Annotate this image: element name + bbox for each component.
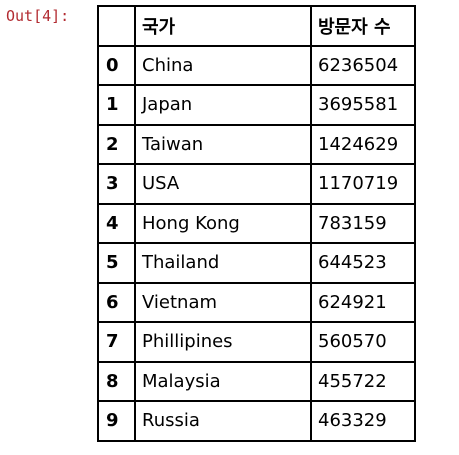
visitors-cell: 624921 xyxy=(310,281,416,323)
row-index: 6 xyxy=(97,281,136,323)
output-prompt: Out[4]: xyxy=(6,7,70,25)
column-header-country: 국가 xyxy=(134,5,312,47)
visitors-cell: 455722 xyxy=(310,360,416,402)
column-header-visitors: 방문자 수 xyxy=(310,5,416,47)
row-index: 1 xyxy=(97,84,136,126)
row-index: 4 xyxy=(97,202,136,244)
table-row: 4 Hong Kong 783159 xyxy=(97,202,416,244)
visitors-cell: 1424629 xyxy=(310,123,416,165)
row-index: 7 xyxy=(97,321,136,363)
table-row: 5 Thailand 644523 xyxy=(97,242,416,284)
country-cell: Taiwan xyxy=(134,123,312,165)
country-cell: Thailand xyxy=(134,242,312,284)
visitors-cell: 1170719 xyxy=(310,163,416,205)
country-cell: Hong Kong xyxy=(134,202,312,244)
country-cell: Vietnam xyxy=(134,281,312,323)
visitors-cell: 463329 xyxy=(310,400,416,442)
visitors-cell: 6236504 xyxy=(310,44,416,86)
row-index: 3 xyxy=(97,163,136,205)
row-index: 5 xyxy=(97,242,136,284)
header-row: 국가 방문자 수 xyxy=(97,5,416,47)
visitors-cell: 783159 xyxy=(310,202,416,244)
output-area: 국가 방문자 수 0 China 6236504 1 Japan 3695581… xyxy=(97,5,416,455)
table-row: 9 Russia 463329 xyxy=(97,400,416,442)
country-cell: Japan xyxy=(134,84,312,126)
table-row: 2 Taiwan 1424629 xyxy=(97,123,416,165)
visitors-cell: 560570 xyxy=(310,321,416,363)
country-cell: Phillipines xyxy=(134,321,312,363)
country-cell: Russia xyxy=(134,400,312,442)
table-row: 3 USA 1170719 xyxy=(97,163,416,205)
table-row: 6 Vietnam 624921 xyxy=(97,281,416,323)
country-cell: China xyxy=(134,44,312,86)
row-index: 9 xyxy=(97,400,136,442)
row-index: 8 xyxy=(97,360,136,402)
table-row: 8 Malaysia 455722 xyxy=(97,360,416,402)
dataframe-table: 국가 방문자 수 0 China 6236504 1 Japan 3695581… xyxy=(97,5,416,442)
table-row: 1 Japan 3695581 xyxy=(97,84,416,126)
table-row: 7 Phillipines 560570 xyxy=(97,321,416,363)
row-index: 0 xyxy=(97,44,136,86)
visitors-cell: 644523 xyxy=(310,242,416,284)
country-cell: USA xyxy=(134,163,312,205)
visitors-cell: 3695581 xyxy=(310,84,416,126)
table-row: 0 China 6236504 xyxy=(97,44,416,86)
index-header xyxy=(97,5,136,47)
country-cell: Malaysia xyxy=(134,360,312,402)
row-index: 2 xyxy=(97,123,136,165)
